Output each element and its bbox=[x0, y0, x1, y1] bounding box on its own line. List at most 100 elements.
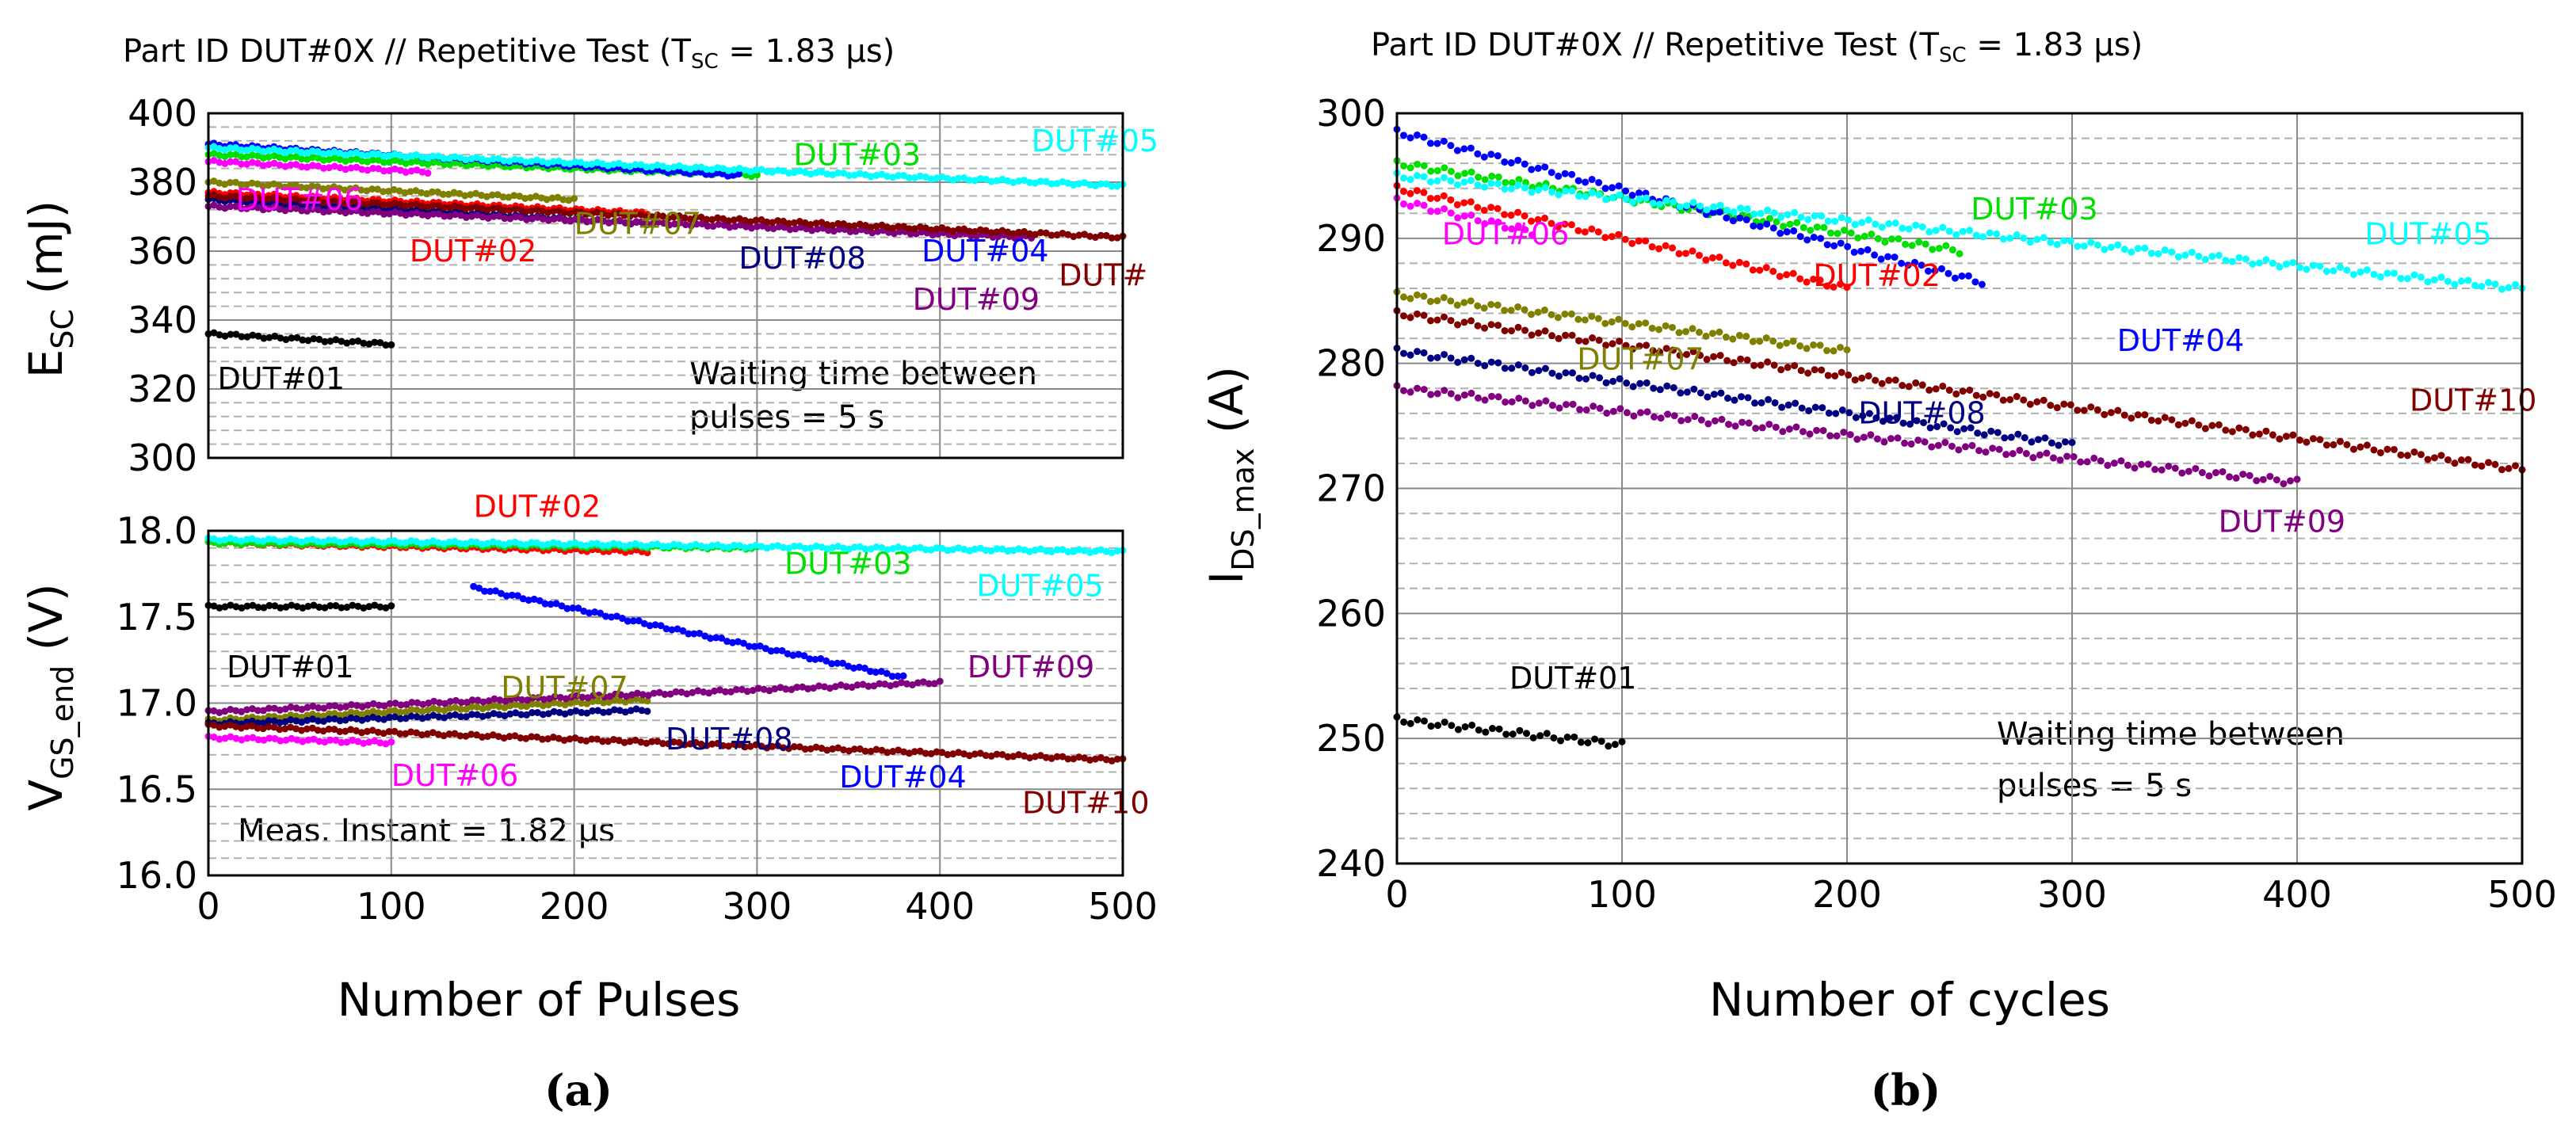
data-point bbox=[1730, 208, 1738, 216]
data-point bbox=[1097, 753, 1105, 761]
data-point bbox=[2357, 268, 2364, 276]
data-point bbox=[1616, 337, 1624, 345]
data-point bbox=[396, 209, 404, 217]
data-point bbox=[888, 673, 896, 681]
data-point bbox=[1886, 414, 1894, 422]
data-point bbox=[227, 721, 235, 729]
data-point bbox=[1697, 416, 1705, 424]
data-point bbox=[319, 712, 327, 720]
data-point bbox=[1769, 337, 1777, 345]
data-point bbox=[407, 152, 415, 160]
data-point bbox=[276, 719, 284, 726]
data-point bbox=[671, 220, 679, 228]
data-point bbox=[2370, 446, 2378, 454]
data-point bbox=[613, 612, 620, 620]
data-point bbox=[439, 190, 447, 198]
data-point bbox=[829, 745, 837, 753]
data-point bbox=[1514, 303, 1522, 311]
data-point bbox=[769, 168, 777, 176]
data-point bbox=[1507, 307, 1515, 315]
data-point bbox=[1837, 343, 1845, 351]
data-point bbox=[2151, 466, 2159, 474]
data-point bbox=[304, 736, 312, 744]
data-point bbox=[654, 738, 662, 745]
data-point bbox=[248, 722, 256, 730]
data-point bbox=[470, 582, 478, 590]
data-point bbox=[232, 723, 240, 730]
data-point bbox=[1042, 177, 1050, 185]
data-point bbox=[1854, 234, 1862, 242]
data-point bbox=[353, 715, 361, 723]
data-point bbox=[1615, 182, 1623, 190]
data-point bbox=[763, 218, 771, 226]
data-point bbox=[364, 701, 372, 709]
data-point bbox=[966, 752, 974, 760]
data-point bbox=[2114, 406, 2122, 414]
data-point bbox=[752, 541, 760, 549]
data-point bbox=[353, 155, 361, 163]
data-point bbox=[1945, 387, 1953, 395]
data-point bbox=[314, 717, 322, 725]
data-point bbox=[786, 226, 794, 234]
data-point bbox=[418, 159, 426, 167]
data-point bbox=[910, 225, 918, 233]
data-point bbox=[1588, 176, 1596, 184]
data-point bbox=[1494, 152, 1502, 160]
data-point bbox=[1569, 400, 1577, 408]
data-point bbox=[2028, 438, 2036, 446]
data-point bbox=[210, 733, 218, 741]
data-point bbox=[2161, 414, 2169, 421]
data-point bbox=[976, 544, 984, 552]
data-point bbox=[232, 734, 240, 742]
data-point bbox=[1944, 269, 1952, 277]
data-point bbox=[2185, 467, 2192, 475]
data-point bbox=[314, 147, 322, 155]
data-point bbox=[561, 701, 569, 709]
data-point bbox=[741, 166, 749, 174]
data-point bbox=[1086, 232, 1094, 240]
data-point bbox=[867, 223, 875, 231]
data-point bbox=[347, 150, 355, 158]
data-point bbox=[734, 638, 742, 646]
data-point bbox=[2147, 416, 2155, 424]
data-point bbox=[2478, 462, 2486, 470]
data-point bbox=[2343, 266, 2351, 274]
data-point bbox=[396, 200, 404, 208]
data-point bbox=[1601, 185, 1609, 193]
data-point bbox=[287, 195, 295, 203]
vgs-x-tick-label: 300 bbox=[722, 885, 792, 928]
data-point bbox=[396, 151, 404, 159]
ids-label-DUT01: DUT#01 bbox=[1509, 661, 1636, 696]
data-point bbox=[287, 161, 295, 169]
data-point bbox=[270, 193, 278, 201]
data-point bbox=[2219, 467, 2227, 475]
data-point bbox=[1715, 208, 1723, 216]
data-point bbox=[664, 214, 672, 222]
data-point bbox=[1589, 402, 1597, 410]
data-point bbox=[719, 170, 727, 177]
data-point bbox=[1091, 234, 1099, 242]
data-point bbox=[242, 204, 250, 212]
data-point bbox=[1722, 259, 1730, 267]
data-point bbox=[254, 145, 261, 153]
data-point bbox=[462, 539, 470, 547]
data-point bbox=[534, 694, 542, 702]
data-point bbox=[1075, 231, 1083, 239]
data-point bbox=[232, 536, 240, 543]
data-point bbox=[1433, 297, 1441, 305]
data-point bbox=[919, 678, 927, 686]
data-point bbox=[618, 615, 626, 623]
data-point bbox=[741, 743, 749, 751]
data-point bbox=[1031, 753, 1039, 761]
data-point bbox=[2403, 452, 2411, 459]
data-point bbox=[1522, 178, 1530, 186]
data-point bbox=[354, 738, 362, 745]
data-point bbox=[840, 170, 848, 177]
data-point bbox=[966, 176, 974, 184]
data-point bbox=[1885, 219, 1893, 227]
data-point bbox=[895, 172, 903, 180]
data-point bbox=[1649, 347, 1657, 355]
data-point bbox=[216, 145, 223, 153]
data-point bbox=[1036, 177, 1044, 185]
data-point bbox=[1026, 230, 1034, 238]
